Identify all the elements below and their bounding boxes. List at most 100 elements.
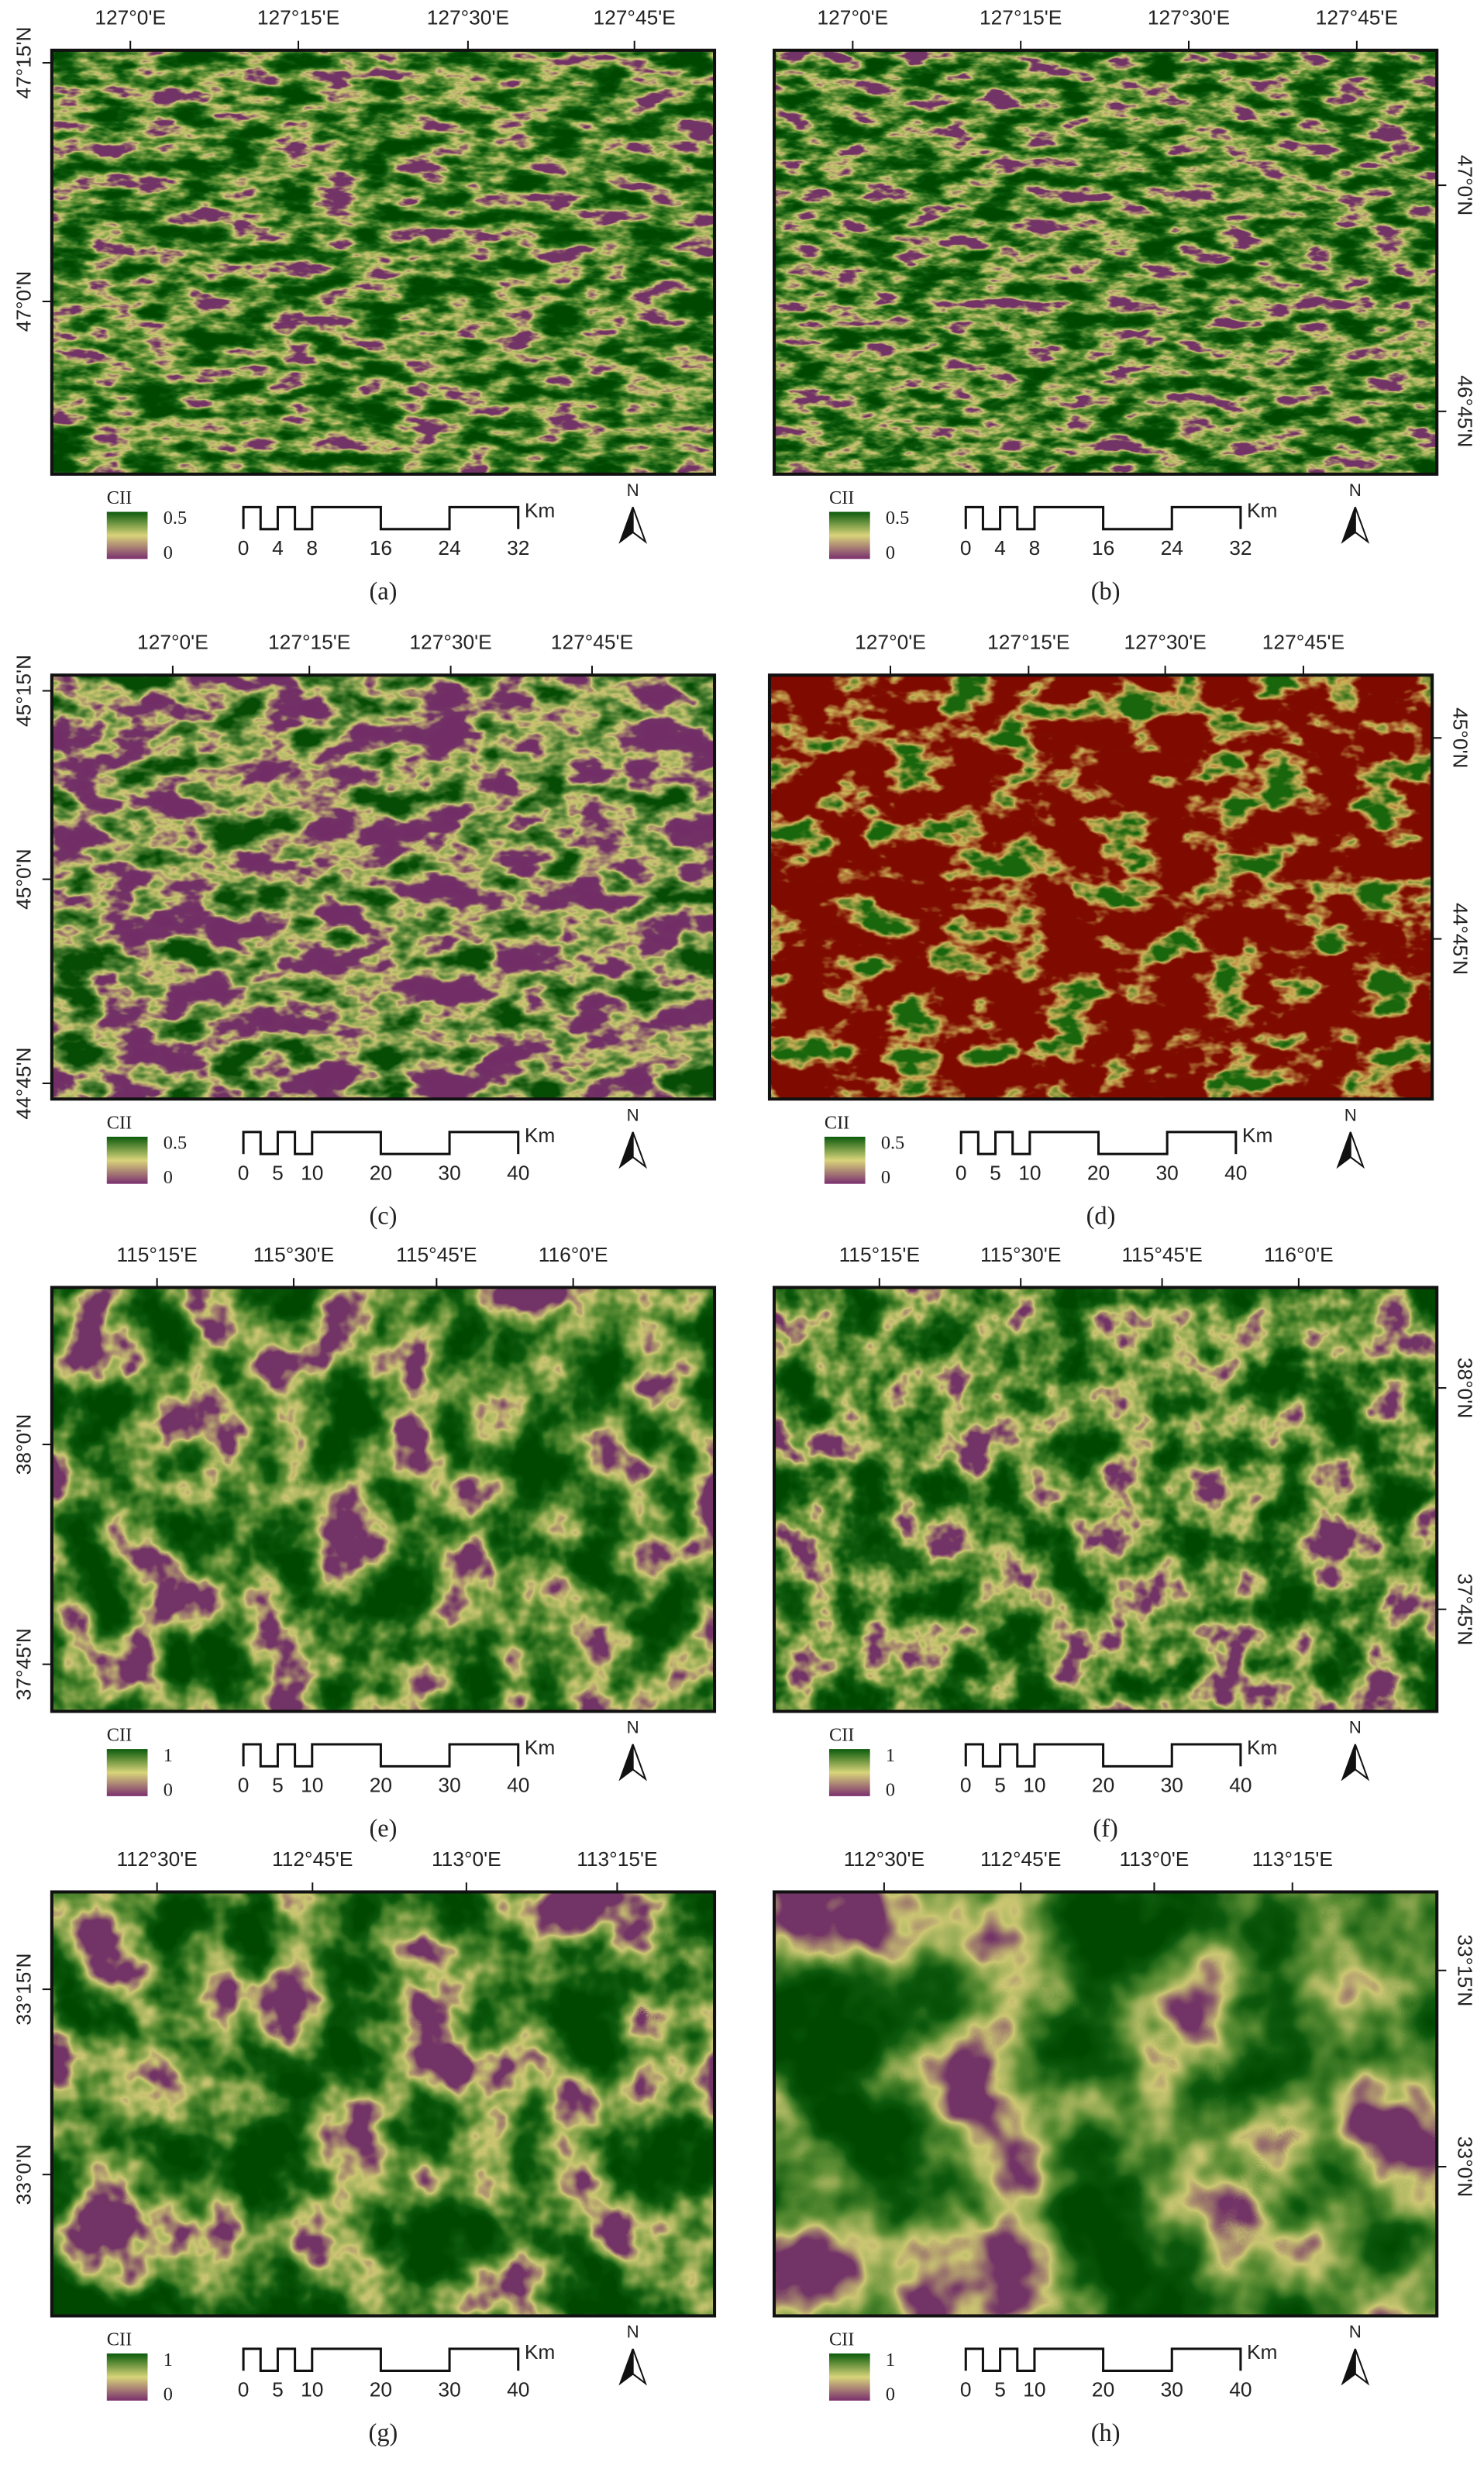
map-frame bbox=[50, 1286, 717, 1713]
north-arrow bbox=[1354, 507, 1370, 544]
lat-label: 38°0'N bbox=[1454, 1358, 1477, 1418]
map-frame bbox=[50, 673, 717, 1101]
north-label: N bbox=[1349, 1718, 1362, 1737]
scale-label: 5 bbox=[272, 2378, 284, 2401]
lat-label: 33°15'N bbox=[12, 1954, 35, 2026]
scale-label: 10 bbox=[301, 2378, 323, 2401]
legend-min: 0 bbox=[886, 1779, 895, 1800]
panel: 127°0'E 127°15'E 127°30'E 127°45'E 45°0'N 44°… bbox=[767, 631, 1472, 1231]
map-frame bbox=[773, 1890, 1439, 2318]
scale-label: 30 bbox=[438, 1161, 460, 1184]
map-image bbox=[774, 1287, 1438, 1712]
map-frame bbox=[767, 673, 1434, 1101]
lon-label: 113°15'E bbox=[577, 1847, 657, 1871]
legend-max: 1 bbox=[164, 2350, 173, 2370]
scale-label: 40 bbox=[1224, 1161, 1247, 1184]
legend-max: 1 bbox=[164, 1745, 173, 1766]
lat-label: 44°45'N bbox=[1449, 903, 1472, 975]
north-arrow bbox=[632, 507, 647, 544]
lon-label: 112°30'E bbox=[844, 1847, 924, 1871]
scale-label: 5 bbox=[994, 1774, 1006, 1797]
scale-unit: Km bbox=[525, 2340, 556, 2363]
scale-label: 0 bbox=[960, 1774, 972, 1797]
lon-label: 116°0'E bbox=[539, 1243, 608, 1266]
north-arrow bbox=[618, 507, 634, 544]
panel: 127°0'E 127°15'E 127°30'E 127°45'E 47°0'N 46°… bbox=[773, 5, 1477, 605]
panel-label: (a) bbox=[369, 577, 397, 605]
lon-label: 127°15'E bbox=[257, 5, 339, 29]
scale-unit: Km bbox=[525, 498, 556, 522]
scale-label: 30 bbox=[1156, 1161, 1179, 1184]
north-arrow bbox=[632, 2348, 647, 2386]
lon-label: 127°0'E bbox=[855, 631, 926, 654]
scale-label: 20 bbox=[370, 1161, 392, 1184]
lon-label: 112°30'E bbox=[116, 1847, 197, 1871]
lon-label: 127°30'E bbox=[1148, 5, 1230, 29]
north-arrow bbox=[1341, 1744, 1356, 1782]
legend-ramp bbox=[824, 1136, 866, 1184]
lon-label: 112°45'E bbox=[272, 1847, 353, 1871]
lat-label: 33°15'N bbox=[1454, 1934, 1477, 2006]
lon-label: 127°15'E bbox=[987, 631, 1069, 654]
map-image bbox=[51, 675, 715, 1100]
legend-min: 0 bbox=[886, 542, 895, 563]
north-arrow bbox=[632, 1131, 647, 1169]
lat-label: 44°45'N bbox=[12, 1047, 35, 1119]
lon-label: 113°15'E bbox=[1252, 1847, 1333, 1871]
legend-ramp bbox=[828, 511, 870, 559]
scale-label: 10 bbox=[1023, 2378, 1045, 2401]
map-frame bbox=[773, 48, 1439, 476]
scale-unit: Km bbox=[1247, 2340, 1278, 2363]
scale-label: 30 bbox=[438, 1774, 460, 1797]
scale-label: 8 bbox=[1029, 536, 1041, 559]
panel-label: (g) bbox=[369, 2419, 398, 2447]
scale-label: 20 bbox=[370, 2378, 392, 2401]
lon-label: 113°0'E bbox=[1120, 1847, 1190, 1871]
map-frame bbox=[50, 48, 717, 476]
scale-label: 40 bbox=[507, 1161, 529, 1184]
legend-min: 0 bbox=[886, 2384, 895, 2405]
panel: 112°30'E 112°45'E 113°0'E 113°15'E 33°15'N 33… bbox=[12, 1847, 717, 2447]
legend-title: CII bbox=[825, 1112, 849, 1133]
legend-title: CII bbox=[829, 1724, 854, 1745]
legend-ramp bbox=[828, 1749, 870, 1796]
north-arrow bbox=[618, 1131, 634, 1169]
scale-label: 0 bbox=[960, 2378, 972, 2401]
scale-label: 4 bbox=[272, 536, 284, 559]
north-label: N bbox=[627, 1105, 639, 1124]
scale-unit: Km bbox=[1247, 498, 1278, 522]
north-label: N bbox=[1345, 1105, 1357, 1124]
scale-label: 0 bbox=[238, 1774, 250, 1797]
scale-bar bbox=[242, 505, 520, 531]
legend-ramp bbox=[106, 1136, 148, 1184]
north-arrow bbox=[632, 1744, 647, 1782]
scale-bar bbox=[242, 1131, 520, 1155]
scale-unit: Km bbox=[1242, 1124, 1273, 1147]
lon-label: 115°30'E bbox=[253, 1243, 334, 1266]
north-arrow bbox=[1341, 2348, 1356, 2386]
scale-label: 40 bbox=[1229, 1774, 1252, 1797]
legend-title: CII bbox=[107, 1724, 132, 1745]
scale-label: 0 bbox=[960, 536, 972, 559]
panel: 127°0'E 127°15'E 127°30'E 127°45'E 45°15'N 45… bbox=[12, 631, 717, 1231]
north-arrow bbox=[618, 2348, 634, 2386]
lon-label: 127°30'E bbox=[427, 5, 509, 29]
scale-label: 0 bbox=[955, 1161, 967, 1184]
panel-label: (b) bbox=[1091, 577, 1121, 605]
scale-label: 16 bbox=[370, 536, 392, 559]
lon-label: 115°45'E bbox=[1121, 1243, 1202, 1266]
north-arrow bbox=[1354, 1744, 1370, 1782]
lat-label: 37°45'N bbox=[12, 1628, 35, 1700]
lon-label: 115°15'E bbox=[116, 1243, 197, 1266]
scale-label: 5 bbox=[994, 2378, 1006, 2401]
map-image bbox=[774, 50, 1438, 474]
scale-label: 30 bbox=[1161, 1774, 1183, 1797]
legend-min: 0 bbox=[164, 1779, 173, 1800]
legend-max: 1 bbox=[886, 2350, 895, 2370]
legend-ramp bbox=[106, 1749, 148, 1796]
legend-max: 1 bbox=[886, 1745, 895, 1766]
lat-label: 33°0'N bbox=[12, 2144, 35, 2205]
north-arrow bbox=[1336, 1131, 1351, 1169]
